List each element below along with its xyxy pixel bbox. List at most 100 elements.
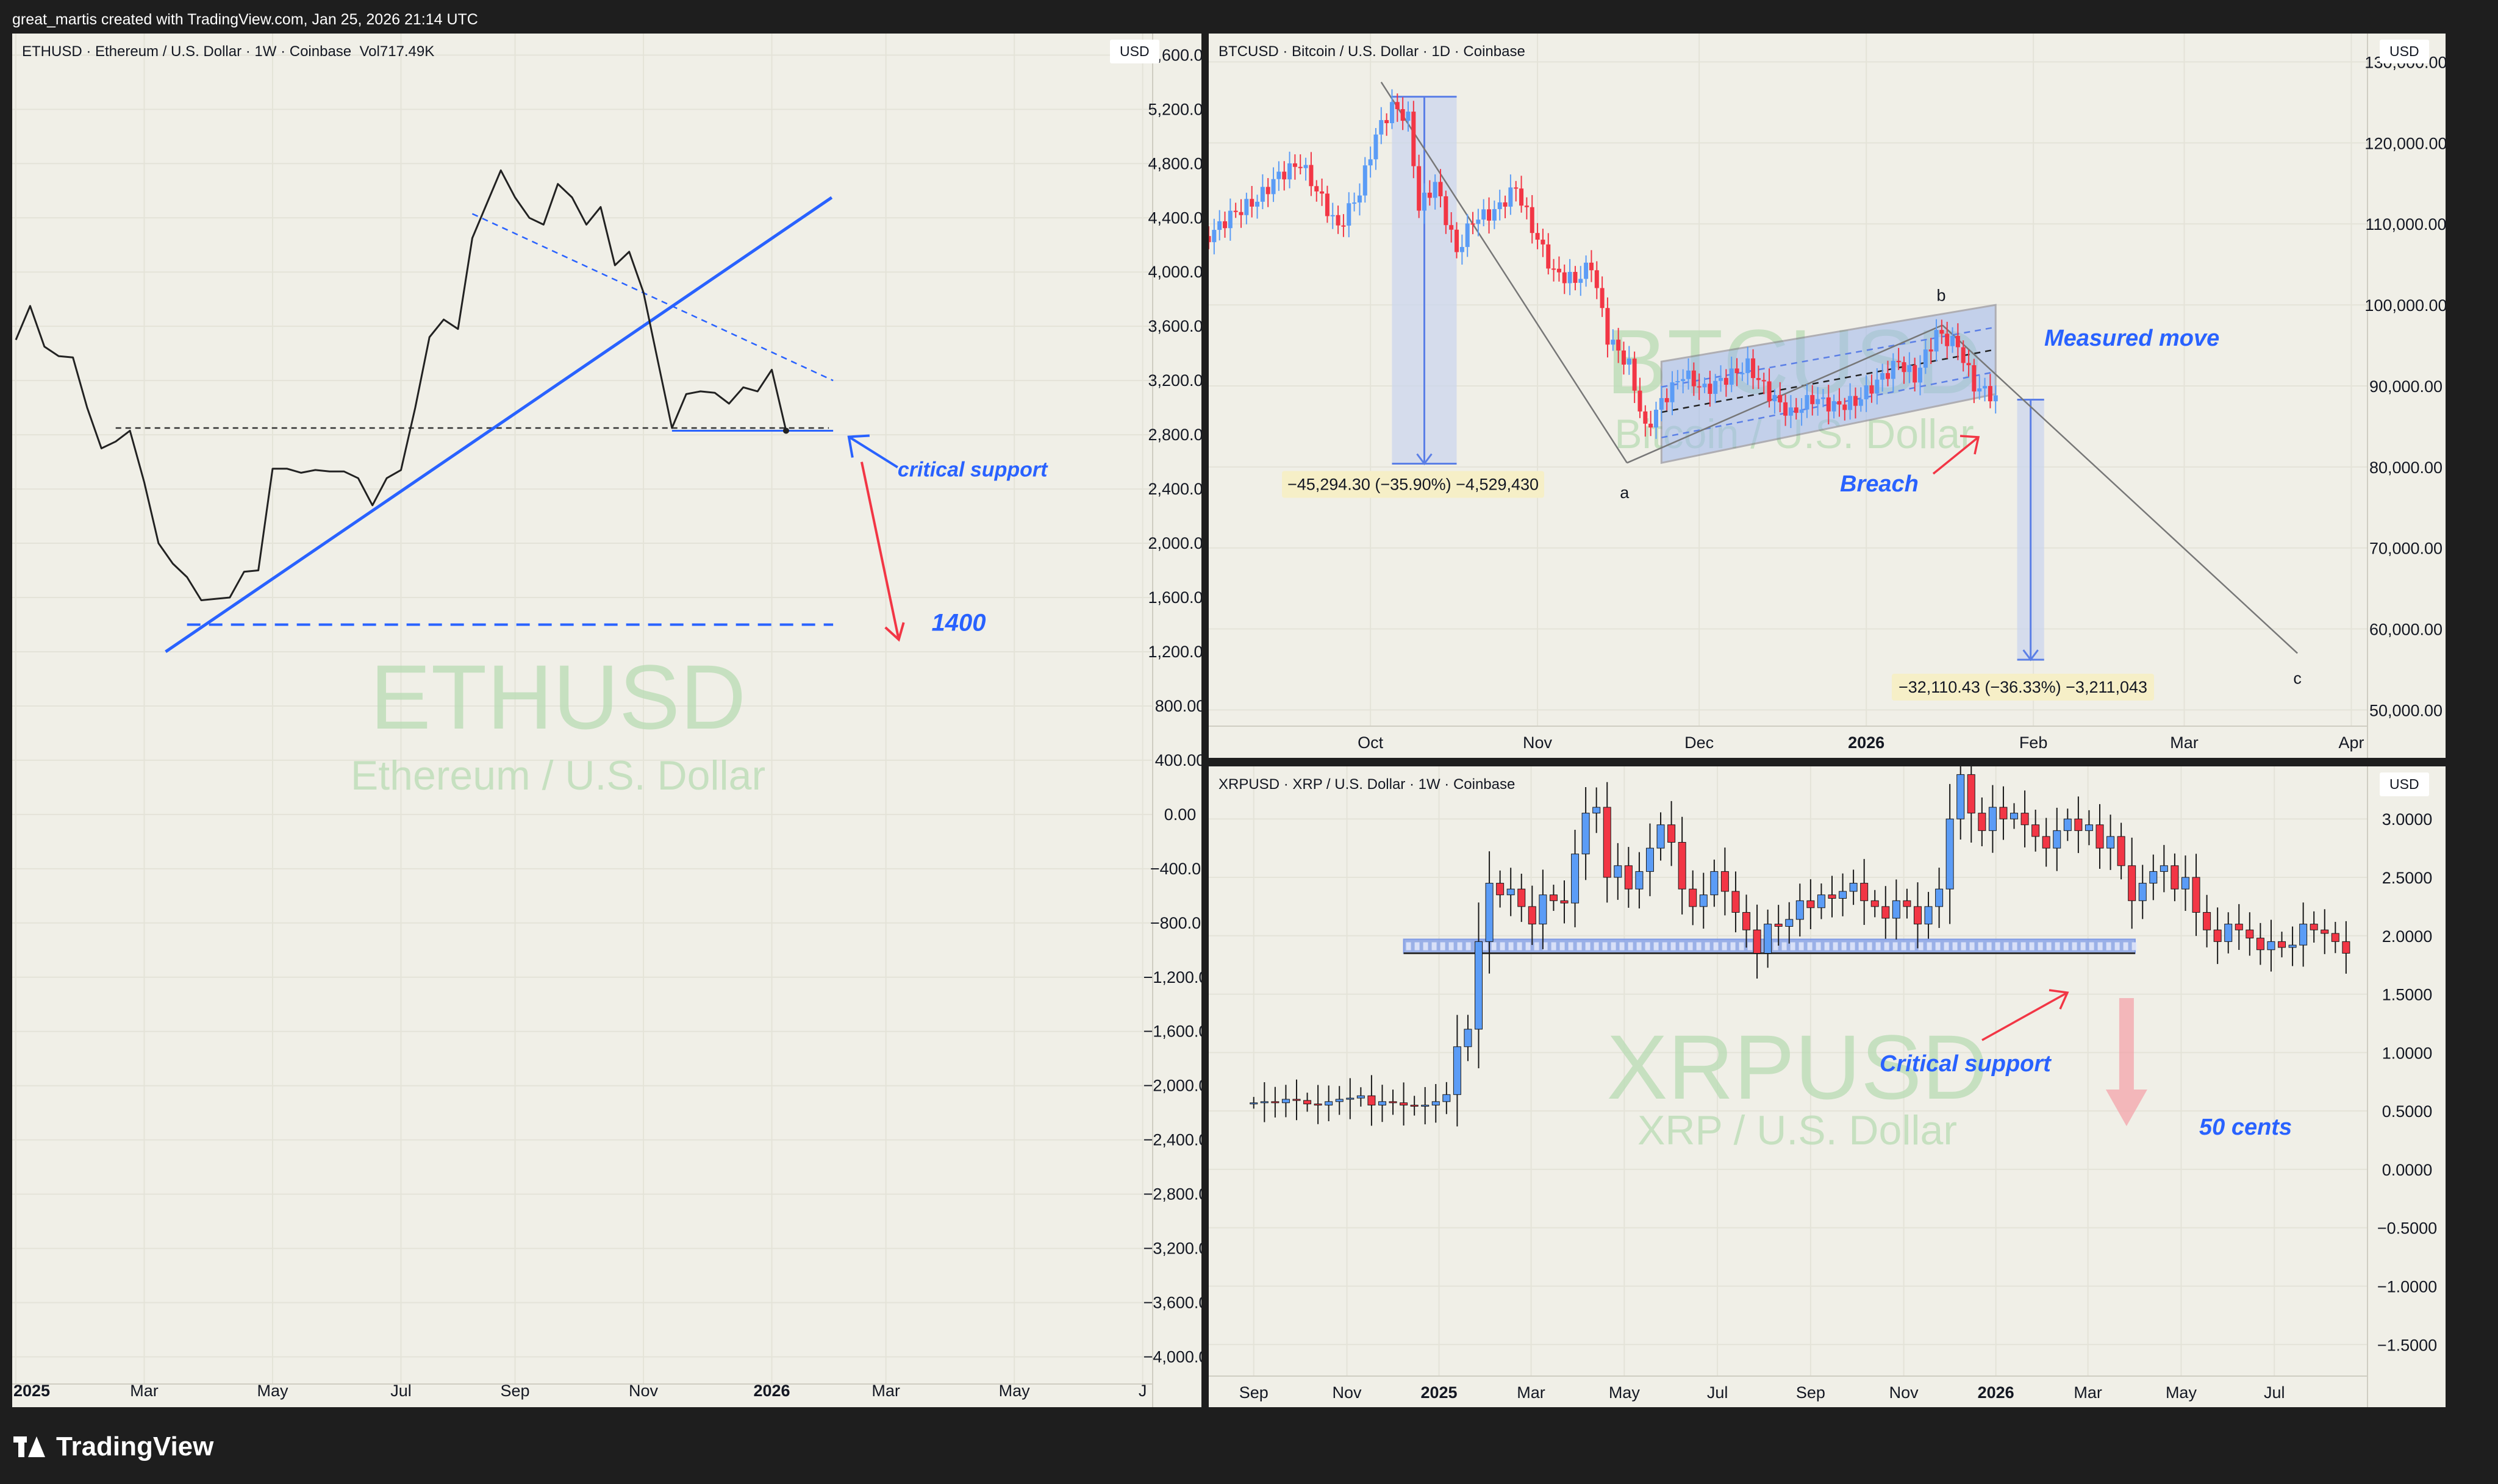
btc-x-tick-label: Mar	[2170, 733, 2199, 752]
xrp-candle	[2063, 818, 2072, 831]
eth-y-tick-label: 2,000.00	[1148, 534, 1201, 552]
xrp-candle	[1506, 888, 1515, 896]
eth-chart-panel[interactable]: ETHUSD Ethereum / U.S. Dollar critical sup…	[12, 34, 1201, 1407]
btc-candle	[1875, 379, 1880, 394]
xrp-support-band-texture	[1542, 942, 1548, 951]
btc-y-tick-label: 50,000.00	[2369, 701, 2443, 719]
xrp-support-band-texture	[1585, 942, 1591, 951]
btc-y-tick-label: 120,000.00	[2364, 134, 2446, 152]
xrp-candle	[2160, 865, 2168, 872]
chart-credit: great_martis created with TradingView.co…	[12, 11, 478, 28]
xrp-candle	[1431, 1101, 1440, 1106]
btc-candle	[1761, 380, 1766, 382]
xrp-candle	[1560, 900, 1569, 904]
xrp-chart-panel[interactable]: XRPUSD XRP / U.S. Dollar Critical support 5…	[1209, 766, 2446, 1407]
xrp-y-tick-label: 1.5000	[2382, 986, 2433, 1004]
btc-wave-line	[1627, 324, 1943, 464]
xrp-support-band-texture	[1508, 942, 1514, 951]
eth-watermark-sub: Ethereum / U.S. Dollar	[351, 752, 765, 799]
xrp-candle	[2342, 941, 2350, 954]
xrp-candle	[1485, 883, 1494, 942]
btc-candle	[1816, 399, 1820, 404]
xrp-support-band-texture	[2072, 942, 2077, 951]
xrp-candle	[1400, 1102, 1408, 1106]
btc-candle	[1514, 187, 1519, 189]
xrp-candle	[1645, 847, 1654, 872]
eth-y-tick-label: −3,600.00	[1143, 1294, 1201, 1312]
eth-y-tick-label: −1,600.00	[1143, 1022, 1201, 1041]
btc-candle	[1320, 191, 1325, 194]
eth-currency-badge[interactable]: USD	[1110, 40, 1159, 63]
xrp-candle	[2267, 941, 2275, 951]
xrp-candle	[1250, 1102, 1258, 1105]
btc-chart-panel[interactable]: BTCUSDBitcoin / U.S. Dollar−45,294.30 (−…	[1209, 34, 2446, 758]
btc-candle	[1578, 279, 1583, 283]
btc-currency-badge[interactable]: USD	[2380, 40, 2429, 63]
btc-candle	[1767, 381, 1772, 402]
btc-candle	[1449, 225, 1454, 230]
xrp-candle	[1442, 1094, 1451, 1102]
xrp-candle	[1795, 900, 1804, 920]
btc-candle	[1686, 370, 1691, 379]
xrp-support-band-texture	[1918, 942, 1924, 951]
xrp-candle	[1913, 906, 1922, 925]
btc-chart-svg[interactable]: BTCUSDBitcoin / U.S. Dollar−45,294.30 (−…	[1209, 34, 2446, 758]
xrp-support-band-texture	[1636, 942, 1642, 951]
btc-candle	[1729, 368, 1734, 385]
btc-candle	[1653, 410, 1658, 428]
btc-candle	[1934, 330, 1939, 352]
xrp-x-tick-label: Jul	[2264, 1383, 2285, 1402]
xrp-currency-badge[interactable]: USD	[2380, 772, 2429, 796]
xrp-support-band-texture	[1628, 942, 1633, 951]
xrp-support-band-texture	[1431, 942, 1437, 951]
xrp-candle	[2203, 911, 2211, 930]
xrp-support-band-texture	[1534, 942, 1539, 951]
xrp-x-tick-label: Jul	[1707, 1383, 1728, 1402]
eth-y-tick-label: 4,800.00	[1148, 154, 1201, 173]
btc-candle	[1880, 373, 1885, 380]
btc-candle	[1292, 163, 1297, 167]
btc-candle	[1945, 334, 1950, 346]
xrp-candle	[2171, 865, 2179, 890]
eth-x-tick-label: Mar	[130, 1382, 159, 1400]
btc-candle	[1805, 394, 1809, 410]
btc-candle	[1535, 233, 1540, 240]
xrp-support-band-texture	[2038, 942, 2043, 951]
btc-candle	[1465, 223, 1470, 248]
btc-candle	[1260, 187, 1265, 202]
xrp-candle	[1464, 1029, 1472, 1047]
btc-candle	[1508, 187, 1513, 207]
btc-symbol-title[interactable]: BTCUSD · Bitcoin / U.S. Dollar · 1D · Co…	[1219, 43, 1525, 60]
tradingview-footer[interactable]: TradingView	[13, 1432, 213, 1462]
eth-y-tick-label: −2,000.00	[1143, 1077, 1201, 1095]
eth-y-tick-label: 800.00	[1155, 697, 1201, 715]
btc-channel-midline	[1661, 348, 1996, 413]
xrp-y-tick-label: 2.0000	[2382, 927, 2433, 946]
eth-x-tick-label: 2026	[754, 1382, 790, 1400]
btc-candle	[1858, 399, 1863, 406]
xrp-y-tick-label: −1.5000	[2377, 1336, 2437, 1354]
xrp-support-band-texture	[1619, 942, 1625, 951]
xrp-candle	[2192, 877, 2200, 913]
xrp-candle	[1335, 1099, 1344, 1102]
xrp-candle	[1389, 1101, 1397, 1104]
eth-last-point	[782, 427, 789, 434]
btc-candle	[1519, 188, 1524, 206]
xrp-candle	[2235, 924, 2243, 930]
xrp-support-band-texture	[2063, 942, 2069, 951]
btc-candle	[1594, 270, 1599, 288]
xrp-support-band-texture	[1576, 942, 1582, 951]
xrp-support-band-texture	[1747, 942, 1753, 951]
btc-candle	[1993, 395, 1998, 402]
btc-measure-arrow-2-icon	[2022, 649, 2039, 662]
btc-candle	[1422, 193, 1426, 211]
btc-candle	[1368, 159, 1373, 166]
xrp-symbol-title[interactable]: XRPUSD · XRP / U.S. Dollar · 1W · Coinba…	[1219, 776, 1516, 793]
xrp-watermark: XRPUSD	[1606, 1016, 1988, 1118]
eth-target-arrow-icon	[860, 462, 900, 640]
eth-symbol-title[interactable]: ETHUSD · Ethereum / U.S. Dollar · 1W · C…	[22, 43, 435, 60]
xrp-y-tick-label: 0.5000	[2382, 1102, 2433, 1121]
btc-candle	[1697, 386, 1702, 388]
